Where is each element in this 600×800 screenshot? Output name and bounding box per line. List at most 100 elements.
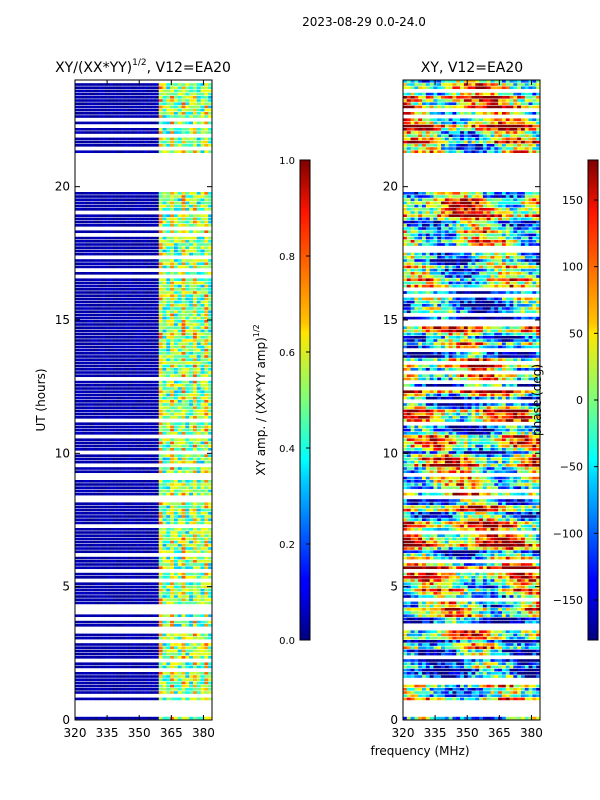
heatmap-cell (143, 396, 148, 400)
heatmap-cell (97, 396, 103, 400)
heatmap-cell (147, 243, 152, 246)
heatmap-cell (86, 384, 91, 387)
heatmap-cell (208, 595, 213, 598)
heatmap-cell (143, 675, 148, 678)
heatmap-cell (189, 598, 194, 602)
heatmap-cell (105, 294, 110, 298)
heatmap-cell (94, 515, 99, 518)
heatmap-cell (151, 652, 156, 656)
heatmap-cell (177, 192, 182, 195)
heatmap-cell (139, 304, 144, 307)
heatmap-cell (177, 636, 182, 640)
heatmap-cell (189, 592, 194, 595)
heatmap-cell (181, 614, 186, 618)
heatmap-cell (166, 662, 171, 666)
heatmap-cell (139, 508, 144, 512)
amp-title-sup: 1/2 (132, 58, 146, 68)
heatmap-cell (154, 489, 160, 493)
heatmap-cell (86, 409, 91, 413)
heatmap-cell (200, 201, 205, 205)
heatmap-cell (90, 505, 95, 509)
heatmap-cell (105, 563, 110, 566)
heatmap-cell (128, 438, 133, 442)
heatmap-cell (82, 550, 87, 554)
heatmap-cell (78, 483, 84, 486)
heatmap-cell (208, 441, 213, 445)
heatmap-cell (86, 550, 91, 554)
heatmap-cell (200, 428, 205, 432)
heatmap-cell (170, 368, 175, 371)
heatmap-cell (192, 422, 198, 426)
heatmap-cell (185, 595, 190, 598)
heatmap-cell (196, 374, 201, 378)
heatmap-cell (78, 656, 84, 659)
heatmap-cell (132, 528, 137, 531)
heatmap-cell (166, 592, 171, 595)
heatmap-cell (154, 262, 160, 266)
heatmap-cell (177, 195, 182, 198)
heatmap-cell (196, 339, 201, 342)
heatmap-cell (116, 467, 122, 470)
heatmap-cell (90, 483, 95, 486)
heatmap-cell (101, 272, 106, 275)
heatmap-cell (132, 137, 137, 141)
heatmap-cell (75, 208, 80, 211)
heatmap-cell (147, 230, 152, 234)
heatmap-cell (208, 332, 213, 336)
heatmap-cell (82, 665, 87, 669)
heatmap-cell (189, 313, 194, 317)
heatmap-cell (124, 470, 129, 474)
heatmap-cell (128, 220, 133, 224)
heatmap-cell (90, 531, 95, 534)
heatmap-cell (162, 195, 167, 198)
heatmap-cell (94, 598, 99, 602)
heatmap-cell (116, 697, 122, 701)
heatmap-cell (94, 224, 99, 227)
heatmap-cell (116, 387, 122, 390)
heatmap-cell (158, 614, 163, 618)
heatmap-cell (94, 339, 99, 342)
heatmap-cell (86, 390, 91, 394)
heatmap-cell (82, 259, 87, 262)
heatmap-cell (208, 355, 213, 358)
heatmap-cell (173, 656, 179, 659)
heatmap-cell (124, 342, 129, 346)
heatmap-cell (78, 528, 84, 531)
heatmap-cell (113, 681, 118, 685)
heatmap-cell (189, 137, 194, 141)
heatmap-cell (204, 467, 209, 470)
heatmap-cell (97, 128, 103, 131)
heatmap-cell (75, 438, 80, 442)
heatmap-cell (158, 246, 163, 250)
heatmap-cell (75, 633, 80, 637)
heatmap-cell (90, 620, 95, 624)
heatmap-cell (124, 448, 129, 451)
heatmap-cell (75, 220, 80, 224)
heatmap-cell (143, 284, 148, 288)
heatmap-cell (189, 460, 194, 464)
heatmap-cell (86, 681, 91, 685)
heatmap-cell (154, 636, 160, 640)
heatmap-cell (132, 307, 137, 310)
heatmap-cell (94, 198, 99, 202)
heatmap-cell (181, 380, 186, 384)
heatmap-cell (75, 684, 80, 688)
heatmap-cell (154, 598, 160, 602)
heatmap-cell (101, 601, 106, 605)
heatmap-cell (147, 688, 152, 691)
heatmap-cell (147, 681, 152, 685)
heatmap-cell (170, 310, 175, 314)
heatmap-cell (94, 460, 99, 464)
heatmap-cell (86, 544, 91, 547)
heatmap-cell (170, 684, 175, 688)
heatmap-cell (124, 307, 129, 310)
heatmap-cell (154, 684, 160, 688)
heatmap-cell (192, 208, 198, 211)
heatmap-cell (82, 688, 87, 691)
heatmap-cell (162, 480, 167, 483)
heatmap-cell (90, 342, 95, 346)
heatmap-cell (185, 332, 190, 336)
heatmap-cell (143, 422, 148, 426)
heatmap-cell (135, 128, 141, 131)
heatmap-cell (116, 236, 122, 240)
